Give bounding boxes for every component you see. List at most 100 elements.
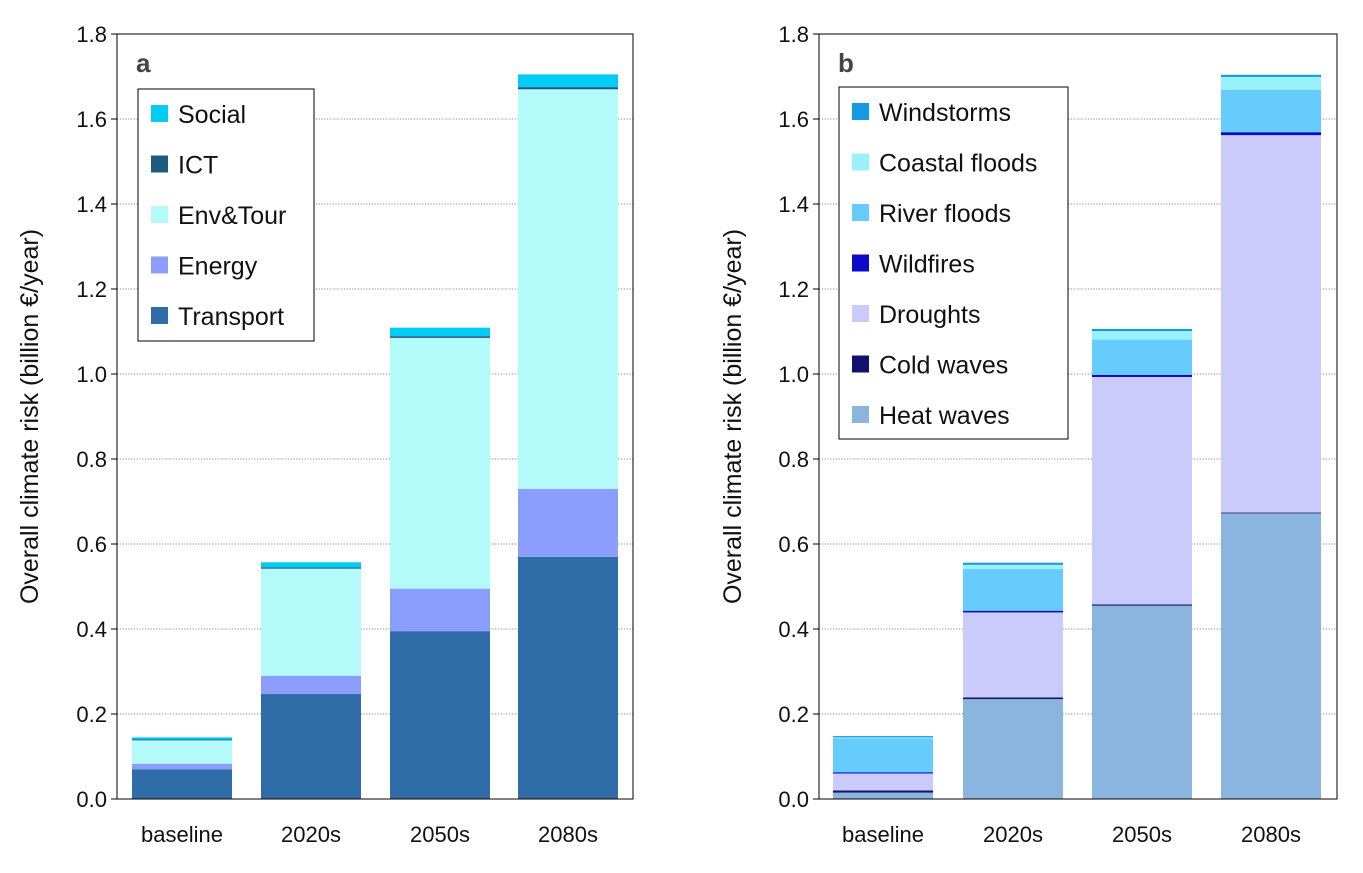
x-tick-label: baseline [842, 822, 924, 847]
bar-wildfires-2050s [1092, 374, 1192, 377]
panel-label: b [838, 48, 854, 78]
y-axis-label: Overall climate risk (billion €/year) [16, 229, 44, 604]
y-tick-label: 1.0 [76, 362, 107, 387]
bar-windstorms-2050s [1092, 328, 1192, 332]
legend-entry: Coastal floods [879, 150, 1037, 178]
legend-swatch [852, 355, 869, 373]
x-tick-label: 2080s [538, 822, 598, 847]
y-tick-label: 0.4 [76, 617, 107, 642]
x-tick-label: 2050s [410, 822, 470, 847]
legend-swatch [852, 153, 869, 171]
y-tick-label: 0.2 [76, 702, 107, 727]
bar-cold-waves-baseline [833, 790, 933, 793]
bar-heat-waves-2020s [963, 699, 1063, 799]
y-tick-label: 1.8 [76, 22, 107, 47]
bar-env-tour-baseline [132, 740, 232, 764]
bar-env-tour-2080s [518, 89, 618, 489]
legend-swatch [852, 204, 869, 221]
y-tick-label: 0.2 [778, 702, 809, 727]
legend-swatch [151, 155, 168, 173]
legend-swatch [852, 305, 869, 322]
bar-droughts-2080s [1221, 135, 1321, 513]
y-tick-label: 1.4 [76, 192, 107, 217]
bar-river-floods-2020s [963, 569, 1063, 611]
bar-transport-baseline [132, 769, 232, 799]
x-tick-label: baseline [141, 822, 223, 847]
bar-river-floods-baseline [833, 738, 933, 773]
chart-panel-a: 0.0 0.2 0.4 0.6 0.8 1.0 1.2 1.4 1.6 1.8 baseline 20… [16, 22, 634, 847]
y-tick-label: 1.2 [778, 277, 809, 302]
bar-coastal-floods-baseline [833, 737, 933, 739]
legend-swatch [151, 307, 168, 324]
legend-box [838, 86, 1069, 440]
bar-cold-waves-2020s [963, 697, 1063, 700]
legend-entry: Env&Tour [178, 202, 286, 230]
bar-energy-2020s [261, 675, 361, 695]
plot-frame [116, 33, 634, 800]
bar-env-tour-2050s [390, 337, 490, 589]
legend-entry: River floods [879, 200, 1011, 228]
x-tick-label: 2080s [1241, 822, 1301, 847]
legend: Windstorms Coastal floods River floods Wild… [838, 86, 1069, 440]
x-tick-label: 2050s [1112, 822, 1172, 847]
y-tick-label: 1.0 [778, 362, 809, 387]
y-tick-label: 1.8 [778, 22, 809, 47]
legend-swatch [151, 105, 168, 122]
bar-energy-2080s [518, 488, 618, 557]
bar-ict-2080s [518, 87, 618, 90]
y-tick-label: 0.0 [76, 787, 107, 812]
legend-swatch [852, 103, 869, 120]
bar-windstorms-baseline [833, 736, 933, 738]
panel-label: a [136, 48, 151, 78]
legend-entry: Wildfires [879, 251, 975, 279]
bar-wildfires-baseline [833, 772, 933, 774]
y-tick-label: 0.8 [76, 447, 107, 472]
legend: Social ICT Env&Tour Energy Transport [137, 88, 315, 342]
y-tick-label: 0.6 [778, 532, 809, 557]
bar-social-2050s [390, 327, 490, 337]
legend-entry: Droughts [879, 301, 980, 329]
bar-wildfires-2080s [1221, 132, 1321, 136]
bar-coastal-floods-2080s [1221, 76, 1321, 90]
bar-river-floods-2050s [1092, 339, 1192, 375]
x-tick-label: 2020s [281, 822, 341, 847]
bar-cold-waves-2080s [1221, 512, 1321, 514]
bar-env-tour-2020s [261, 568, 361, 676]
legend-entry: Cold waves [879, 352, 1008, 380]
bar-heat-waves-2080s [1221, 513, 1321, 799]
bar-social-baseline [132, 737, 232, 740]
y-tick-label: 0.0 [778, 787, 809, 812]
bar-heat-waves-baseline [833, 792, 933, 799]
chart-panel-b: 0.0 0.2 0.4 0.6 0.8 1.0 1.2 1.4 1.6 1.8 baseline 20… [719, 22, 1338, 847]
bar-windstorms-2020s [963, 562, 1063, 565]
bar-ict-baseline [132, 739, 232, 741]
bar-social-2020s [261, 562, 361, 568]
y-tick-label: 1.4 [778, 192, 809, 217]
y-tick-label: 1.6 [778, 107, 809, 132]
legend-swatch [151, 256, 168, 274]
legend-entry: ICT [178, 152, 218, 180]
bar-wildfires-2020s [963, 610, 1063, 613]
bar-coastal-floods-2050s [1092, 331, 1192, 340]
plot-frame [818, 33, 1338, 800]
bar-energy-baseline [132, 763, 232, 770]
legend-entry: Energy [178, 253, 258, 281]
legend-swatch [852, 406, 869, 423]
bar-ict-2020s [261, 567, 361, 569]
bar-transport-2020s [261, 694, 361, 799]
bar-droughts-baseline [833, 773, 933, 791]
bar-social-2080s [518, 74, 618, 88]
y-tick-label: 0.6 [76, 532, 107, 557]
legend-entry: Heat waves [879, 402, 1010, 430]
bar-droughts-2020s [963, 612, 1063, 698]
y-tick-label: 1.2 [76, 277, 107, 302]
bar-energy-2050s [390, 588, 490, 632]
bar-droughts-2050s [1092, 376, 1192, 605]
legend-swatch [852, 254, 869, 272]
x-tick-label: 2020s [983, 822, 1043, 847]
y-tick-label: 0.8 [778, 447, 809, 472]
bar-transport-2080s [518, 556, 618, 799]
legend-entry: Transport [178, 303, 284, 331]
